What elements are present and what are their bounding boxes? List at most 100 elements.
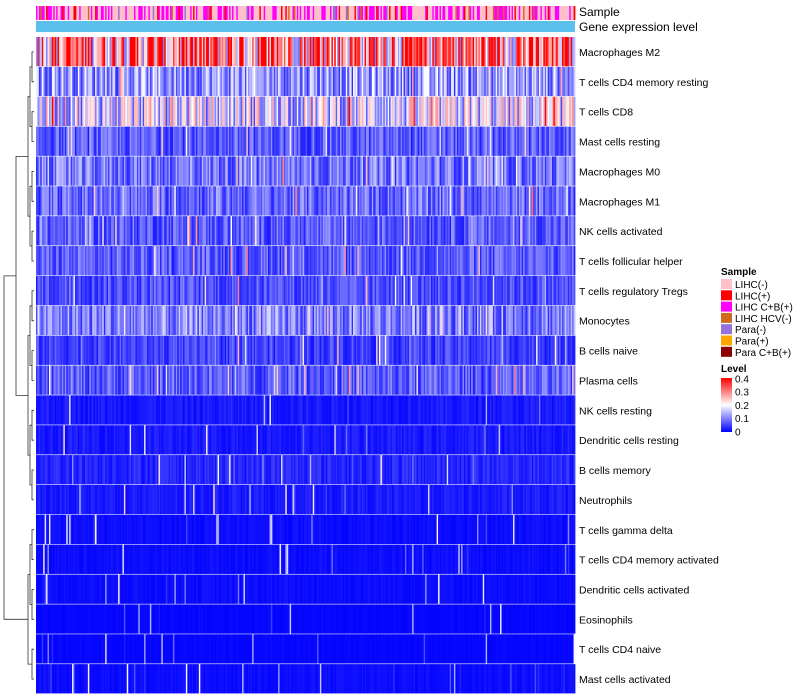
heatmap-cell <box>363 216 365 246</box>
heatmap-cell <box>544 126 547 156</box>
heatmap-cell <box>217 186 220 216</box>
heatmap-cell <box>190 246 193 276</box>
heatmap-cell <box>162 395 165 425</box>
heatmap-cell <box>452 365 455 395</box>
heatmap-cell <box>262 37 265 67</box>
sample-cell <box>400 6 403 20</box>
heatmap-cell <box>236 246 239 276</box>
heatmap-cell <box>430 216 433 246</box>
heatmap-cell <box>138 37 141 67</box>
heatmap-cell <box>332 335 335 365</box>
heatmap-cell <box>498 216 501 246</box>
heatmap-cell <box>53 335 56 365</box>
sample-cell <box>136 6 139 20</box>
heatmap-cell <box>564 96 567 126</box>
heatmap-cell <box>203 37 206 67</box>
heatmap-cell <box>474 216 476 246</box>
heatmap-cell <box>452 335 455 365</box>
heatmap-cell <box>56 275 59 306</box>
heatmap-cell <box>260 216 263 246</box>
heatmap-cell <box>337 305 340 336</box>
heatmap-cell <box>526 246 528 276</box>
heatmap-cell <box>139 66 142 97</box>
heatmap-cell <box>292 275 295 306</box>
heatmap-cell <box>428 216 430 246</box>
heatmap-cell <box>102 66 105 97</box>
heatmap-cell <box>256 275 259 306</box>
sample-cell <box>540 6 543 20</box>
heatmap-cell <box>213 66 216 97</box>
heatmap-cell <box>149 37 152 67</box>
heatmap-cell <box>77 216 80 246</box>
heatmap-cell <box>119 305 122 336</box>
heatmap-cell <box>507 126 510 156</box>
heatmap-cell <box>54 156 57 186</box>
heatmap-cell <box>154 66 157 97</box>
heatmap-cell <box>314 186 316 216</box>
heatmap-cell <box>502 335 505 365</box>
heatmap-cell <box>118 246 120 276</box>
heatmap-cell <box>288 275 291 306</box>
heatmap-cell <box>60 66 63 97</box>
heatmap-cell <box>262 156 265 186</box>
heatmap-cell <box>226 37 229 67</box>
heatmap-cell <box>540 156 543 186</box>
heatmap-cell <box>544 246 547 276</box>
heatmap-cell <box>122 395 125 425</box>
heatmap-cell <box>478 216 481 246</box>
heatmap-cell <box>116 156 119 186</box>
heatmap-cell <box>190 37 193 67</box>
heatmap-cell <box>458 275 461 306</box>
heatmap-cell <box>386 335 389 365</box>
heatmap-cell <box>74 156 77 186</box>
heatmap-cell <box>446 275 449 306</box>
heatmap-cell <box>198 66 201 97</box>
heatmap-cell <box>67 126 70 156</box>
heatmap-cell <box>550 126 553 156</box>
sample-cell <box>351 6 354 20</box>
sample-cell <box>76 6 79 20</box>
heatmap-cell <box>165 275 168 306</box>
heatmap-cell <box>318 275 321 306</box>
heatmap-cell <box>210 66 213 97</box>
heatmap-cell <box>528 126 531 156</box>
heatmap-cell <box>67 275 70 306</box>
heatmap-cell <box>311 186 314 216</box>
heatmap-cell <box>569 37 572 67</box>
heatmap-cell <box>337 246 340 276</box>
heatmap-cell <box>461 335 463 365</box>
heatmap-cell <box>99 37 102 67</box>
heatmap-cell <box>484 186 487 216</box>
heatmap-cell <box>530 246 533 276</box>
heatmap-cell <box>364 126 367 156</box>
heatmap-cell <box>263 66 266 97</box>
heatmap-cell <box>344 365 347 395</box>
heatmap-cell <box>236 66 239 97</box>
heatmap-cell <box>348 37 351 67</box>
heatmap-cell <box>549 275 551 306</box>
heatmap-cell <box>69 186 71 216</box>
heatmap-cell <box>515 365 518 395</box>
heatmap-cell <box>165 37 168 67</box>
heatmap-cell <box>144 305 146 336</box>
heatmap-cell <box>197 156 200 186</box>
heatmap-cell <box>268 186 270 216</box>
heatmap-cell <box>430 156 433 186</box>
heatmap-cell <box>524 96 527 126</box>
heatmap-cell <box>429 66 432 97</box>
heatmap-cell <box>171 37 174 67</box>
heatmap-cell <box>515 156 518 186</box>
heatmap-cell <box>383 37 386 67</box>
heatmap-cell <box>314 37 316 67</box>
heatmap-cell <box>92 365 95 395</box>
heatmap-cell <box>36 365 38 395</box>
heatmap-cell <box>108 395 110 425</box>
heatmap-cell <box>122 96 125 126</box>
heatmap-cell <box>357 275 360 306</box>
heatmap-cell <box>485 246 488 276</box>
heatmap-cell <box>406 96 409 126</box>
heatmap-cell <box>479 365 482 395</box>
heatmap-cell <box>53 66 56 97</box>
heatmap-cell <box>347 126 350 156</box>
